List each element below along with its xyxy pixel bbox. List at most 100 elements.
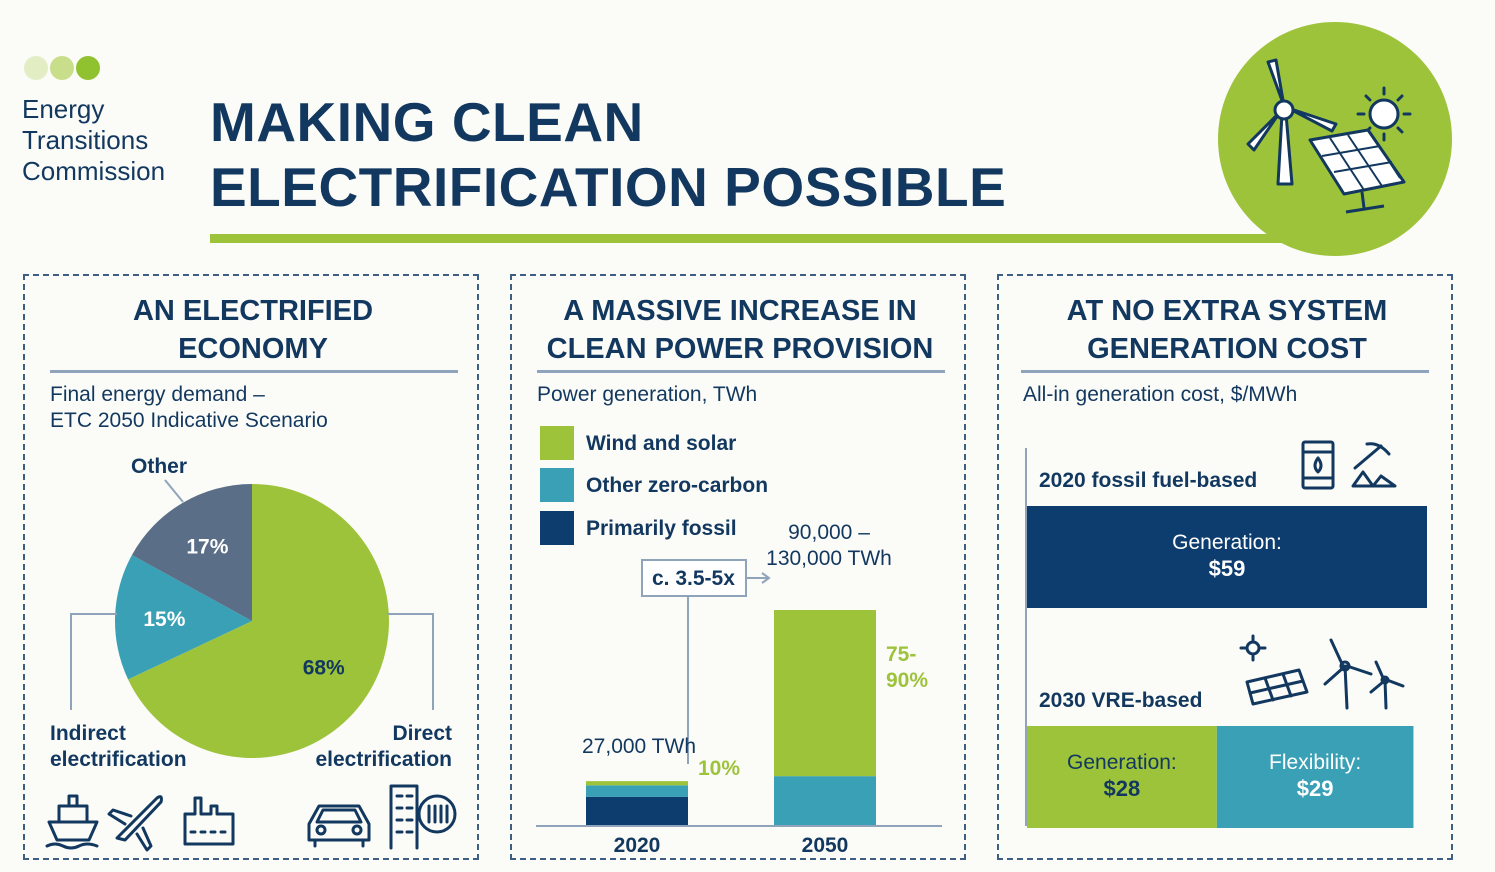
panel-2-title-line-1: A MASSIVE INCREASE IN xyxy=(563,295,917,327)
bar-2020-primarily-fossil xyxy=(586,796,688,826)
bar-2020-other-zero-carbon xyxy=(586,785,688,797)
pie-label-direct-electrification: 68% xyxy=(303,657,345,680)
cost-label-2-generation: Generation: $28 xyxy=(1027,750,1217,802)
panel-2-title: A MASSIVE INCREASE IN CLEAN POWER PROVIS… xyxy=(512,292,968,368)
x-tick-2020: 2020 xyxy=(614,834,661,857)
panel-3-title: AT NO EXTRA SYSTEM GENERATION COST xyxy=(999,292,1455,368)
legend-label-wind-solar: Wind and solar xyxy=(586,432,737,455)
bar-2050-wind-and-solar xyxy=(774,610,876,777)
wind-turbine-icon xyxy=(1323,638,1405,710)
legend-swatch-other-zero-carbon xyxy=(540,468,574,502)
logo-line-2: Transitions xyxy=(22,125,149,155)
label-direct-electrification: Direct electrification xyxy=(315,721,452,773)
legend-swatch-wind-solar xyxy=(540,426,574,460)
bar-2020-wind-and-solar xyxy=(586,781,688,786)
page-title-line-2: ELECTRIFICATION POSSIBLE xyxy=(210,156,1007,218)
share-2050-line-1: 75- xyxy=(886,643,917,666)
panel-1-subtitle-line-2: ETC 2050 Indicative Scenario xyxy=(50,409,328,432)
panel-2-subtitle: Power generation, TWh xyxy=(537,383,758,406)
callout-text: c. 3.5-5x xyxy=(652,567,735,590)
label-direct-line-2: electrification xyxy=(315,748,452,771)
panel-1-subtitle: Final energy demand – ETC 2050 Indicativ… xyxy=(50,382,328,434)
logo-line-1: Energy xyxy=(22,94,105,124)
cost-label-value: $28 xyxy=(1103,776,1141,801)
coal-mining-icon xyxy=(1351,442,1397,488)
logo-dot-3 xyxy=(76,56,100,80)
legend-item-wind-solar: Wind and solar xyxy=(540,426,840,460)
cost-label-2-flexibility: Flexibility: $29 xyxy=(1217,750,1414,802)
total-2020: 27,000 TWh xyxy=(582,735,697,758)
cost-label-value: $59 xyxy=(1208,556,1246,581)
legend-swatch-primarily-fossil xyxy=(540,511,574,545)
share-2050-line-2: 90% xyxy=(886,669,929,692)
cost-bar-2-generation xyxy=(1027,726,1217,828)
ship-icon xyxy=(45,794,99,850)
row-2-icons xyxy=(1239,634,1405,710)
legend-label-other-zero-carbon: Other zero-carbon xyxy=(586,474,769,497)
hero-illustration xyxy=(1246,58,1412,214)
leader-indirect xyxy=(70,613,117,710)
callout-connector xyxy=(687,572,771,764)
panel-2-rule xyxy=(537,370,945,373)
car-icon xyxy=(307,804,371,848)
callout-box xyxy=(641,559,747,597)
solar-panel-icon xyxy=(1239,634,1309,706)
row-1-icons xyxy=(1301,440,1397,490)
airplane-icon xyxy=(107,795,163,852)
panel-1-rule xyxy=(50,370,458,373)
panel-2-title-line-2: CLEAN POWER PROVISION xyxy=(546,333,934,365)
cost-label-value: $29 xyxy=(1296,776,1334,801)
logo-text: Energy Transitions Commission xyxy=(22,94,165,187)
row-label-2020: 2020 fossil fuel-based xyxy=(1039,469,1258,492)
panel-1-title: AN ELECTRIFIED ECONOMY xyxy=(25,292,481,368)
x-tick-2050: 2050 xyxy=(802,834,849,857)
panel-1-title-line-1: AN ELECTRIFIED xyxy=(132,295,374,327)
logo-dot-2 xyxy=(50,56,74,80)
cost-label-title: Generation: xyxy=(1067,751,1177,774)
page-title-line-1: MAKING CLEAN xyxy=(210,91,644,153)
cost-bar-1-generation xyxy=(1027,506,1427,608)
panel-3-rule xyxy=(1021,370,1429,373)
panel-electrified-economy: AN ELECTRIFIED ECONOMY Final energy dema… xyxy=(23,274,479,860)
cost-bar-2-flexibility xyxy=(1216,726,1414,828)
cost-axis-line xyxy=(1025,448,1027,826)
legend-label-primarily-fossil: Primarily fossil xyxy=(586,517,737,540)
hero-circle xyxy=(1218,22,1452,256)
cost-label-title: Generation: xyxy=(1172,531,1282,554)
bar-2050-other-zero-carbon xyxy=(774,776,876,826)
share-2020: 10% xyxy=(698,757,741,780)
total-2050-line-1: 90,000 – xyxy=(788,521,870,544)
legend-item-other-zero-carbon: Other zero-carbon xyxy=(540,468,840,502)
oil-barrel-icon xyxy=(1301,440,1335,490)
pie-slice-other xyxy=(131,484,252,621)
panel-3-title-line-1: AT NO EXTRA SYSTEM xyxy=(1066,295,1388,327)
building-heating-icon xyxy=(389,784,457,850)
panel-1-title-line-2: ECONOMY xyxy=(178,333,328,365)
power-bar-chart: 2020 2050 xyxy=(536,559,942,857)
pie-label-other: 17% xyxy=(186,536,228,559)
leader-direct xyxy=(387,613,434,710)
page-title: MAKING CLEAN ELECTRIFICATION POSSIBLE xyxy=(210,90,1006,220)
logo-dot-1 xyxy=(24,56,48,80)
factory-icon xyxy=(183,796,235,846)
pie-slice-direct-electrification xyxy=(128,484,389,758)
pie-chart: 68% 15% 17% xyxy=(70,479,434,758)
panel-generation-cost: AT NO EXTRA SYSTEM GENERATION COST All-i… xyxy=(997,274,1453,860)
panel-1-subtitle-line-1: Final energy demand – xyxy=(50,383,265,406)
pie-label-indirect-electrification: 15% xyxy=(143,608,185,631)
cost-label-1-generation: Generation: $59 xyxy=(1027,530,1427,582)
panel-clean-power: A MASSIVE INCREASE IN CLEAN POWER PROVIS… xyxy=(510,274,966,860)
solar-panel-icon xyxy=(1308,128,1406,214)
panel-3-subtitle: All-in generation cost, $/MWh xyxy=(1023,383,1298,406)
wind-turbine-icon xyxy=(1246,58,1338,186)
cost-bar-chart xyxy=(1027,506,1427,828)
label-indirect-electrification: Indirect electrification xyxy=(50,721,187,773)
logo-line-3: Commission xyxy=(22,156,166,186)
panel-1-icons xyxy=(45,784,457,852)
label-indirect-line-1: Indirect xyxy=(50,722,126,745)
label-other: Other xyxy=(131,455,188,478)
panel-3-title-line-2: GENERATION COST xyxy=(1087,333,1367,365)
sun-icon xyxy=(1356,86,1412,142)
pie-leader-lines xyxy=(70,479,434,710)
total-2050-line-2: 130,000 TWh xyxy=(766,547,892,570)
